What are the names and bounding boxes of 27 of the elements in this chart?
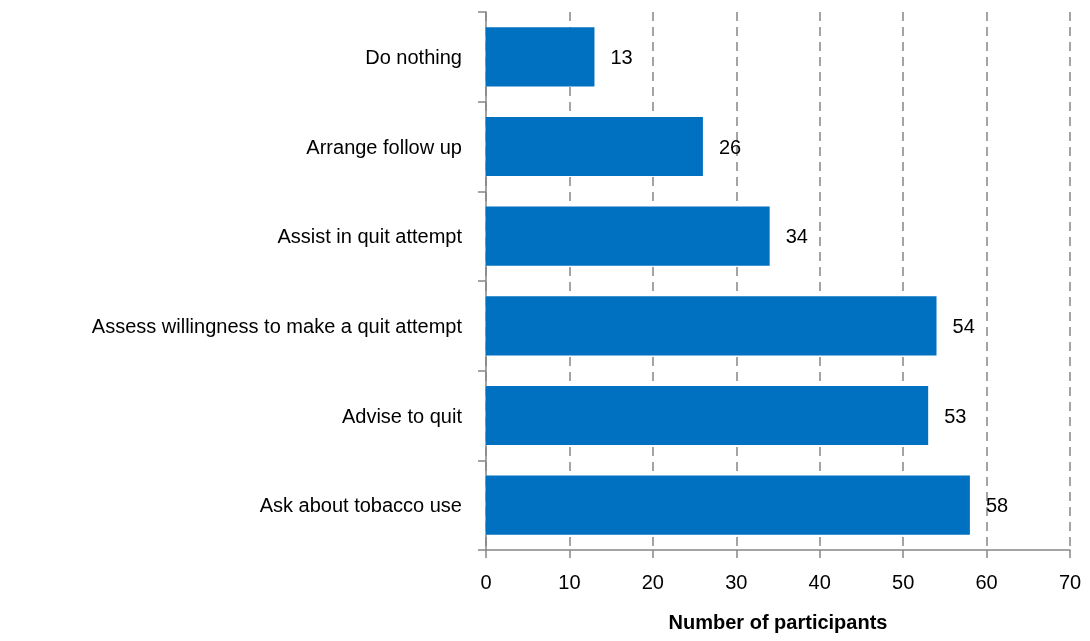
y-tick-label: Ask about tobacco use <box>259 494 462 517</box>
bar <box>486 27 595 87</box>
bar <box>486 475 970 535</box>
bar <box>486 296 937 356</box>
data-label: 58 <box>985 494 1009 517</box>
x-tick-label: 30 <box>725 571 748 593</box>
y-tick-label: Assist in quit attempt <box>277 225 463 248</box>
data-label: 34 <box>785 225 808 248</box>
data-label: 54 <box>952 314 975 337</box>
data-label: 26 <box>718 135 742 158</box>
x-tick-label: 60 <box>975 571 998 593</box>
x-tick-label: 10 <box>558 571 581 593</box>
x-tick-label: 20 <box>641 571 664 593</box>
x-tick-label: 0 <box>480 571 492 593</box>
x-tick-label: 50 <box>892 571 915 593</box>
bar <box>486 385 929 446</box>
data-label: 53 <box>944 404 967 427</box>
x-tick-label: 40 <box>808 571 831 593</box>
bar <box>486 116 703 177</box>
y-tick-label: Arrange follow up <box>306 135 462 158</box>
data-label: 13 <box>610 45 633 68</box>
x-axis-title: Number of participants <box>668 611 888 633</box>
y-tick-label: Advise to quit <box>341 404 463 427</box>
y-tick-label: Assess willingness to make a quit attempt <box>91 314 463 337</box>
x-tick-label: 70 <box>1058 571 1082 593</box>
bar <box>486 206 770 266</box>
y-tick-label: Do nothing <box>365 45 462 68</box>
